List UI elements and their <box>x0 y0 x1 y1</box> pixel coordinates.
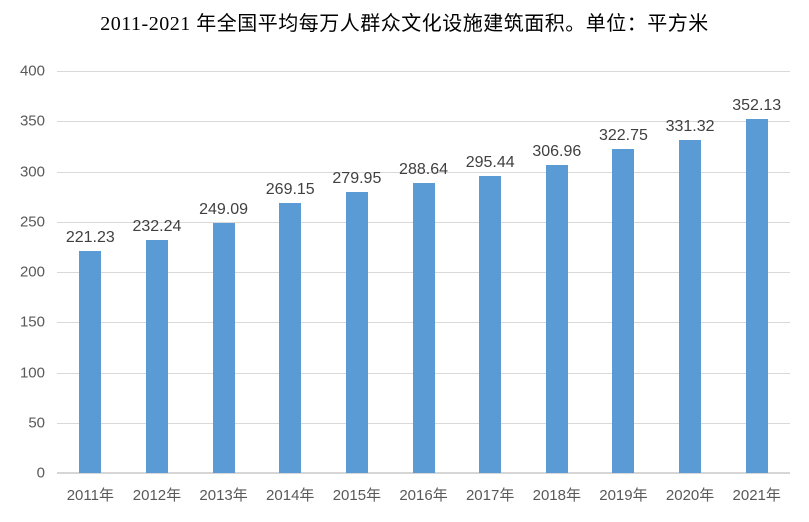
bar-value-label: 322.75 <box>598 126 648 144</box>
bar-value-label: 295.44 <box>465 154 515 172</box>
bar-value-label: 331.32 <box>665 118 715 136</box>
x-tick-label: 2016年 <box>399 487 448 504</box>
bar <box>145 239 168 473</box>
bar <box>612 148 635 473</box>
plot-area: 221.23 232.24 249.09 269.15 279.95 288.64 295.… <box>57 71 790 474</box>
y-tick-label: 200 <box>19 263 45 281</box>
x-tick-label: 2020年 <box>665 487 715 504</box>
bar-slot: 269.15 <box>257 71 324 473</box>
x-tick-label: 2018年 <box>532 487 581 504</box>
y-tick-label: 350 <box>19 112 45 130</box>
y-tick-label: 100 <box>19 364 45 381</box>
x-tick-label: 2015年 <box>332 487 382 504</box>
bar <box>745 119 768 473</box>
y-tick-label: 300 <box>19 163 45 180</box>
x-tick-label: 2011年 <box>66 487 114 504</box>
x-tick-label: 2014年 <box>266 487 315 504</box>
bar-value-label: 232.24 <box>132 217 182 235</box>
x-tick-label: 2013年 <box>199 487 248 504</box>
bar <box>545 164 568 473</box>
y-tick-label: 50 <box>28 414 45 432</box>
bar-slot: 295.44 <box>457 71 524 473</box>
x-tick-label: 2019年 <box>599 487 648 504</box>
x-axis-labels: 2011年 2012年 2013年 2014年 2015年 2016年 2017年 2018年… <box>57 484 790 505</box>
bar-slot: 288.64 <box>390 71 457 473</box>
y-tick-label: 150 <box>19 313 45 331</box>
bar-slot: 352.13 <box>723 71 790 473</box>
bar <box>212 222 235 473</box>
gridline <box>57 71 790 72</box>
chart-title: 2011-2021 年全国平均每万人群众文化设施建筑面积。单位：平方米 <box>100 13 709 35</box>
bar-value-label: 279.95 <box>332 169 382 187</box>
bar-value-label: 288.64 <box>399 160 448 178</box>
bar-slot: 279.95 <box>324 71 391 473</box>
bar-slot: 331.32 <box>657 71 724 473</box>
bar-value-label: 269.15 <box>265 180 315 198</box>
bar-value-label: 221.23 <box>65 228 115 246</box>
bar-slot: 306.96 <box>523 71 590 473</box>
x-tick-label: 2012年 <box>132 487 182 504</box>
bar <box>279 202 302 473</box>
y-axis-labels: 0 50 100 150 200 250 300 350 400 <box>0 64 47 481</box>
x-tick-label: 2017年 <box>465 487 515 504</box>
y-tick-label: 250 <box>19 213 45 231</box>
bar <box>345 191 368 473</box>
bar-slot: 221.23 <box>57 71 124 473</box>
bar-slot: 249.09 <box>190 71 257 473</box>
x-tick-label: 2021年 <box>732 487 781 504</box>
bar-value-label: 249.09 <box>199 200 249 218</box>
bar <box>479 176 502 473</box>
bar-slot: 322.75 <box>590 71 657 473</box>
bar <box>79 250 102 473</box>
bar <box>412 182 435 473</box>
bar-value-label: 352.13 <box>732 97 782 115</box>
y-tick-label: 400 <box>19 62 45 80</box>
bars-row: 221.23 232.24 249.09 269.15 279.95 288.64 295.… <box>57 71 790 473</box>
bar-slot: 232.24 <box>124 71 191 473</box>
bar <box>679 140 702 473</box>
bar-value-label: 306.96 <box>532 142 582 160</box>
y-tick-label: 0 <box>36 464 45 482</box>
gridline <box>57 171 790 173</box>
x-axis-line <box>57 472 790 474</box>
gridline <box>57 121 790 123</box>
